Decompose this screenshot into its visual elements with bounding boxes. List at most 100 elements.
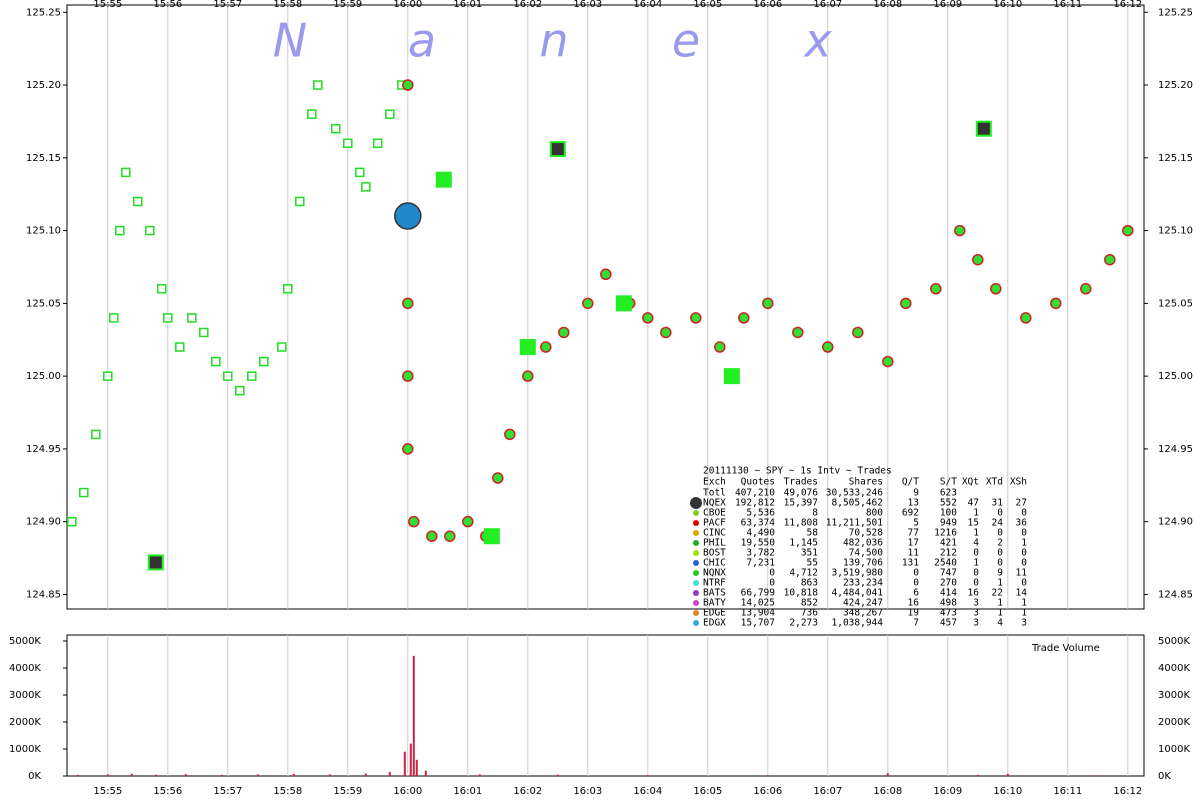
- volume-bar: [292, 773, 295, 776]
- table-cell: 9: [913, 488, 919, 499]
- y-tick-label: 0K: [1158, 771, 1171, 782]
- table-cell: 58: [807, 528, 819, 539]
- y-tick-label: 125.10: [26, 226, 61, 237]
- table-cell: 17: [908, 538, 919, 549]
- table-cell: EDGE: [703, 608, 726, 619]
- trade-marker: [259, 356, 269, 367]
- trade-marker: [600, 268, 612, 281]
- trade-marker: [660, 326, 672, 339]
- table-cell: 63,374: [741, 518, 776, 529]
- table-cell: 0: [973, 578, 979, 589]
- table-cell: 19: [908, 608, 920, 619]
- table-cell: 3: [1021, 618, 1027, 629]
- x-tick-label: 16:00: [393, 786, 422, 797]
- table-cell: CBOE: [703, 508, 726, 519]
- legend-marker: [690, 497, 702, 509]
- table-cell: BOST: [703, 548, 726, 559]
- y-tick-label: 125.25: [1158, 7, 1193, 18]
- large-trade: [483, 528, 500, 545]
- y-tick-label: 125.00: [1158, 371, 1193, 382]
- large-trade: [147, 554, 164, 571]
- trade-marker: [972, 253, 984, 266]
- table-cell: 13: [908, 498, 919, 509]
- watermark: n: [539, 14, 568, 68]
- table-cell: EDGX: [703, 618, 726, 629]
- x-tick-label: 16:06: [753, 0, 782, 10]
- y-tick-label: 4000K: [9, 663, 41, 674]
- volume-bar: [76, 774, 79, 776]
- x-tick-label: 16:12: [1113, 786, 1142, 797]
- table-cell: BATS: [703, 588, 726, 599]
- trade-marker: [121, 167, 131, 178]
- table-cell: 0: [997, 558, 1003, 569]
- trade-marker: [582, 297, 594, 310]
- table-cell: 0: [997, 548, 1003, 559]
- x-tick-label: 16:06: [753, 786, 782, 797]
- large-trade: [549, 141, 566, 158]
- volume-bar: [106, 774, 109, 776]
- trade-marker: [1050, 297, 1062, 310]
- volume-bar: [220, 774, 223, 776]
- y-tick-label: 125.05: [26, 298, 61, 309]
- y-tick-label: 124.85: [26, 589, 61, 600]
- x-tick-label: 15:55: [93, 0, 122, 10]
- trade-marker: [462, 515, 474, 528]
- y-tick-label: 125.20: [26, 80, 61, 91]
- table-cell: 131: [902, 558, 919, 569]
- y-tick-label: 125.15: [26, 153, 61, 164]
- table-header: Q/T: [902, 477, 919, 488]
- trade-marker: [163, 313, 173, 323]
- trade-marker: [67, 516, 77, 527]
- table-cell: 14,025: [741, 598, 775, 609]
- table-cell: 19,550: [741, 538, 776, 549]
- trade-marker: [402, 297, 414, 310]
- table-cell: 348,267: [843, 608, 883, 619]
- x-tick-label: 16:02: [513, 786, 542, 797]
- table-header: S/T: [940, 477, 957, 488]
- table-cell: 24: [992, 518, 1004, 529]
- table-cell: 457: [940, 618, 957, 629]
- trade-marker: [385, 109, 395, 119]
- table-cell: 8: [812, 508, 818, 519]
- trade-marker: [145, 225, 155, 236]
- y-tick-label: 1000K: [1158, 744, 1190, 755]
- table-cell: 1: [973, 528, 979, 539]
- table-cell: 77: [908, 528, 919, 539]
- y-tick-label: 124.95: [1158, 444, 1193, 455]
- volume-bar: [256, 774, 259, 776]
- volume-frame: [66, 634, 1145, 777]
- table-cell: 0: [1021, 548, 1027, 559]
- table-cell: 4,712: [789, 568, 818, 579]
- x-tick-label: 16:12: [1113, 0, 1142, 10]
- legend-marker: [693, 580, 699, 586]
- large-trade: [519, 339, 536, 356]
- table-cell: 852: [801, 598, 818, 609]
- table-cell: 3: [973, 618, 979, 629]
- x-tick-label: 16:08: [873, 0, 902, 10]
- volume-label: Trade Volume: [1031, 643, 1100, 654]
- price-frame: [66, 4, 1145, 610]
- table-header: Exch: [703, 477, 726, 488]
- legend-marker: [693, 620, 699, 626]
- table-cell: 70,528: [849, 528, 884, 539]
- trade-marker: [444, 530, 456, 542]
- trade-marker: [504, 428, 516, 441]
- y-tick-label: 124.95: [26, 444, 61, 455]
- large-trade: [394, 202, 422, 230]
- trade-marker: [642, 312, 654, 324]
- x-tick-label: 16:02: [513, 0, 542, 10]
- trade-marker: [522, 370, 534, 382]
- trade-marker: [402, 443, 414, 455]
- table-cell: 47: [968, 498, 979, 509]
- table-cell: 15: [968, 518, 979, 529]
- table-cell: 100: [940, 508, 957, 519]
- table-cell: 74,500: [849, 548, 884, 559]
- table-cell: 5,536: [746, 508, 775, 519]
- table-cell: 0: [1021, 508, 1027, 519]
- trade-marker: [103, 371, 113, 381]
- volume-bar: [424, 770, 427, 776]
- volume-bar: [364, 773, 367, 776]
- trade-marker: [79, 487, 89, 498]
- x-tick-label: 15:55: [93, 786, 122, 797]
